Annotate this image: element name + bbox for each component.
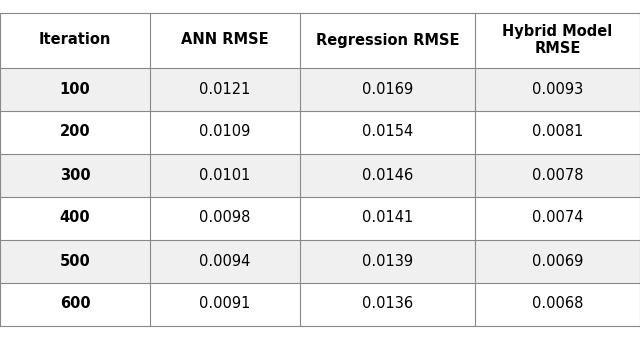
Bar	[300, 283, 475, 325]
Bar	[475, 68, 640, 111]
Text: 0.0136: 0.0136	[362, 296, 413, 312]
Text: 0.0146: 0.0146	[362, 168, 413, 183]
Bar	[300, 13, 475, 68]
Bar	[150, 111, 300, 153]
Text: 0.0069: 0.0069	[532, 254, 583, 268]
Text: 0.0109: 0.0109	[199, 124, 251, 140]
Bar	[150, 196, 300, 240]
Bar	[300, 68, 475, 111]
Text: ANN RMSE: ANN RMSE	[181, 32, 269, 48]
Bar	[150, 240, 300, 283]
Bar	[0, 196, 150, 240]
Bar	[0, 68, 150, 111]
Bar	[0, 283, 150, 325]
Text: 0.0091: 0.0091	[199, 296, 251, 312]
Text: 0.0121: 0.0121	[199, 81, 251, 97]
Bar	[300, 111, 475, 153]
Text: 0.0074: 0.0074	[532, 211, 583, 225]
Text: 0.0141: 0.0141	[362, 211, 413, 225]
Text: 500: 500	[60, 254, 90, 268]
Bar	[475, 111, 640, 153]
Text: Hybrid Model
RMSE: Hybrid Model RMSE	[502, 24, 612, 56]
Text: 0.0101: 0.0101	[199, 168, 251, 183]
Text: 0.0098: 0.0098	[199, 211, 251, 225]
Text: 0.0169: 0.0169	[362, 81, 413, 97]
Bar	[475, 283, 640, 325]
Bar	[150, 283, 300, 325]
Text: 0.0154: 0.0154	[362, 124, 413, 140]
Text: Regression RMSE: Regression RMSE	[316, 32, 460, 48]
Text: Iteration: Iteration	[39, 32, 111, 48]
Bar	[150, 68, 300, 111]
Text: 0.0068: 0.0068	[532, 296, 583, 312]
Text: 400: 400	[60, 211, 90, 225]
Text: 0.0139: 0.0139	[362, 254, 413, 268]
Bar	[0, 111, 150, 153]
Bar	[300, 196, 475, 240]
Bar	[475, 13, 640, 68]
Bar	[475, 240, 640, 283]
Bar	[150, 153, 300, 196]
Bar	[0, 13, 150, 68]
Bar	[300, 240, 475, 283]
Bar	[150, 13, 300, 68]
Bar	[0, 240, 150, 283]
Text: 0.0081: 0.0081	[532, 124, 583, 140]
Text: 100: 100	[60, 81, 90, 97]
Text: 600: 600	[60, 296, 90, 312]
Text: 0.0078: 0.0078	[532, 168, 583, 183]
Bar	[475, 196, 640, 240]
Text: 0.0093: 0.0093	[532, 81, 583, 97]
Text: 200: 200	[60, 124, 90, 140]
Bar	[475, 153, 640, 196]
Text: 0.0094: 0.0094	[199, 254, 251, 268]
Bar	[0, 153, 150, 196]
Text: 300: 300	[60, 168, 90, 183]
Bar	[300, 153, 475, 196]
